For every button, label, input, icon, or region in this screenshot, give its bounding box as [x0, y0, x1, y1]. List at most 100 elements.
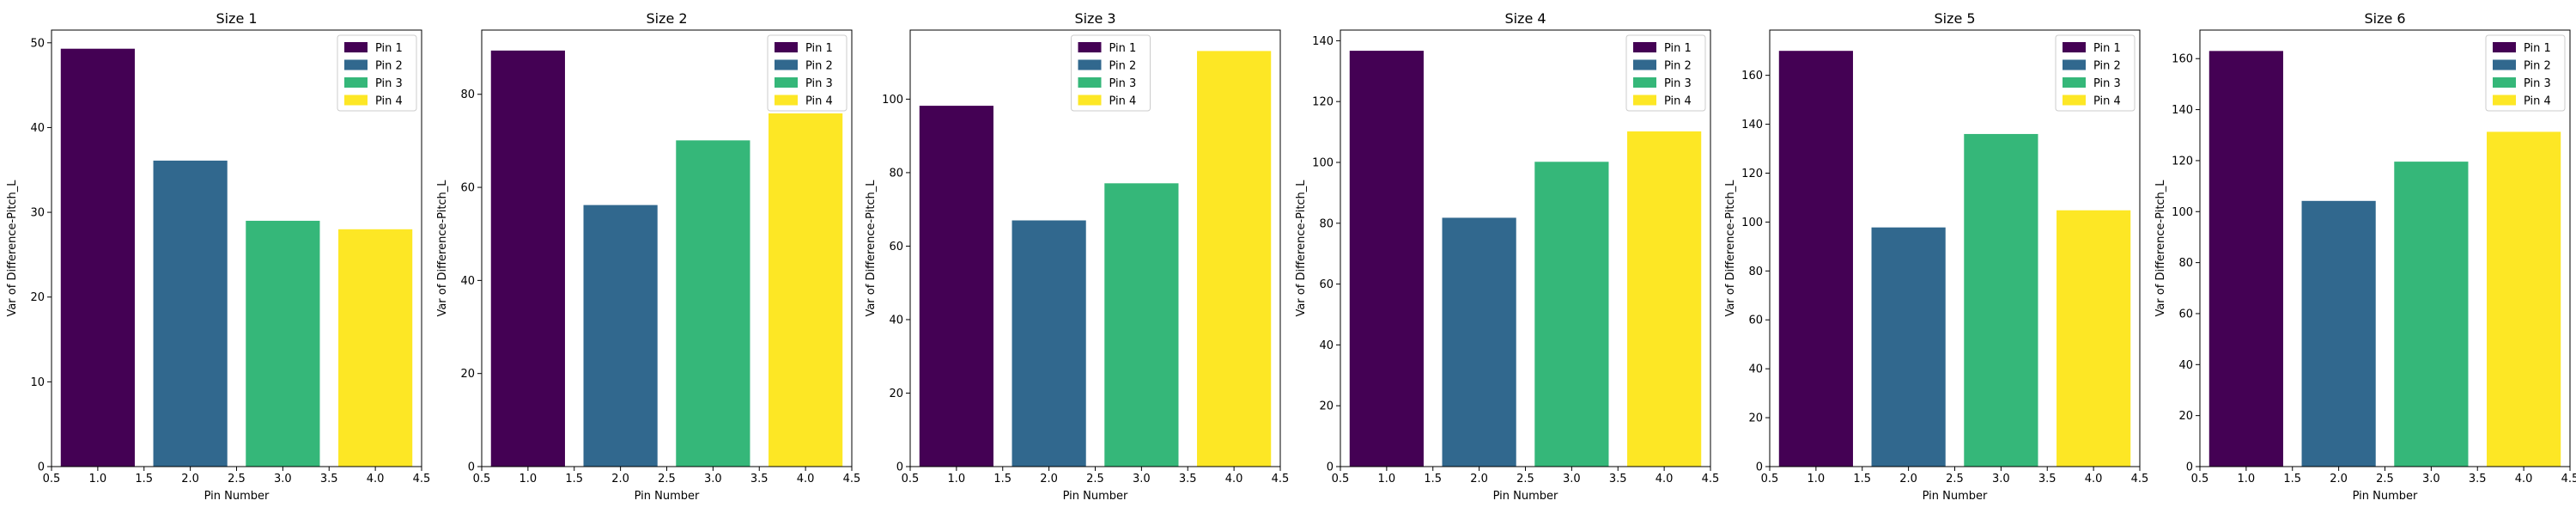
x-tick-label: 4.0 — [1225, 473, 1243, 485]
y-axis-label: Var of Difference-Pitch_L — [6, 180, 19, 317]
y-tick-label: 120 — [1312, 96, 1334, 109]
legend-swatch — [1633, 59, 1656, 70]
x-tick-label: 4.0 — [367, 473, 385, 485]
y-tick-label: 40 — [30, 122, 45, 135]
legend-swatch — [2493, 77, 2516, 88]
x-tick-label: 3.0 — [1992, 473, 2010, 485]
legend-label: Pin 3 — [2524, 77, 2551, 90]
x-tick-label: 3.5 — [2038, 473, 2057, 485]
legend-swatch — [344, 59, 368, 70]
x-tick-label: 2.5 — [1946, 473, 1964, 485]
subplot-title: Size 3 — [1074, 10, 1115, 27]
bar-pin-1 — [919, 106, 993, 467]
y-tick-label: 60 — [460, 182, 475, 195]
legend: Pin 1 Pin 2 Pin 3 Pin 4 — [2485, 34, 2566, 112]
legend-label: Pin 2 — [2093, 60, 2121, 73]
y-tick-label: 50 — [30, 37, 45, 50]
legend-label: Pin 4 — [2524, 95, 2551, 108]
x-tick-label: 2.5 — [228, 473, 246, 485]
bar-pin-4 — [1197, 51, 1272, 467]
y-tick-label: 100 — [2172, 206, 2193, 219]
subplot-title: Size 6 — [2364, 10, 2405, 27]
y-tick-label: 20 — [2178, 410, 2193, 423]
legend-swatch — [1633, 42, 1656, 52]
legend-label: Pin 2 — [805, 60, 833, 73]
y-tick-label: 0 — [896, 461, 903, 474]
legend-label: Pin 3 — [375, 77, 403, 90]
y-axis-label: Var of Difference-Pitch_L — [1724, 180, 1737, 317]
x-tick-label: 2.0 — [1470, 473, 1488, 485]
x-tick-label: 3.5 — [1179, 473, 1197, 485]
x-tick-label: 2.5 — [1516, 473, 1534, 485]
x-tick-label: 2.5 — [1086, 473, 1104, 485]
bar-pin-1 — [60, 48, 135, 467]
legend-swatch — [2493, 42, 2516, 52]
y-tick-label: 20 — [1748, 412, 1763, 425]
legend-label: Pin 1 — [2093, 42, 2121, 55]
x-tick-label: 1.5 — [135, 473, 153, 485]
y-tick-label: 40 — [460, 275, 475, 288]
legend-label: Pin 4 — [375, 95, 403, 108]
x-tick-label: 2.0 — [1899, 473, 1917, 485]
x-tick-label: 1.5 — [565, 473, 583, 485]
y-tick-label: 60 — [889, 241, 903, 253]
legend-label: Pin 3 — [805, 77, 833, 90]
x-tick-label: 0.5 — [1761, 473, 1779, 485]
subplot-6: 0.5 1.0 1.5 2.0 2.5 3.0 3.5 4.0 4.5 0 20 40 60 80 100 1… — [2154, 10, 2576, 503]
y-tick-label: 140 — [1741, 119, 1763, 131]
x-tick-label: 1.0 — [1378, 473, 1396, 485]
y-tick-label: 100 — [1741, 217, 1763, 229]
x-tick-label: 4.0 — [797, 473, 815, 485]
y-tick-label: 20 — [1319, 400, 1334, 413]
x-tick-label: 4.5 — [413, 473, 431, 485]
legend-swatch — [2493, 59, 2516, 70]
legend-label: Pin 4 — [805, 95, 833, 108]
y-tick-label: 30 — [30, 207, 45, 220]
x-tick-label: 0.5 — [43, 473, 61, 485]
y-tick-label: 40 — [1319, 339, 1334, 352]
legend: Pin 1 Pin 2 Pin 3 Pin 4 — [1071, 34, 1151, 112]
bar-pin-2 — [1442, 217, 1516, 467]
x-axis-label: Pin Number — [635, 490, 700, 503]
y-tick-label: 80 — [1748, 266, 1763, 278]
legend-label: Pin 3 — [2093, 77, 2121, 90]
x-tick-label: 0.5 — [473, 473, 491, 485]
legend-swatch — [1078, 77, 1102, 88]
x-tick-label: 1.0 — [2238, 473, 2256, 485]
bar-pin-1 — [490, 50, 565, 467]
subplot-title: Size 2 — [646, 10, 687, 27]
legend-swatch — [1633, 95, 1656, 106]
legend-swatch — [344, 95, 368, 106]
x-tick-label: 4.5 — [2561, 473, 2576, 485]
y-tick-label: 100 — [882, 94, 903, 107]
y-tick-label: 80 — [1319, 217, 1334, 230]
legend-frame — [1625, 34, 1706, 112]
subplot-title: Size 4 — [1504, 10, 1546, 27]
x-tick-label: 3.0 — [1563, 473, 1581, 485]
x-tick-label: 1.5 — [2283, 473, 2301, 485]
legend-label: Pin 1 — [2524, 42, 2551, 55]
x-axis-label: Pin Number — [1923, 490, 1988, 503]
legend: Pin 1 Pin 2 Pin 3 Pin 4 — [1625, 34, 1706, 112]
x-tick-label: 2.0 — [181, 473, 199, 485]
x-axis-label: Pin Number — [204, 490, 270, 503]
bar-pin-2 — [1012, 220, 1086, 467]
legend-label: Pin 1 — [375, 42, 403, 55]
x-tick-label: 4.0 — [2515, 473, 2533, 485]
y-tick-label: 60 — [2178, 308, 2193, 321]
legend-label: Pin 4 — [2093, 95, 2121, 108]
x-tick-label: 1.5 — [1424, 473, 1442, 485]
x-tick-label: 3.5 — [2469, 473, 2487, 485]
y-tick-label: 20 — [460, 368, 475, 381]
y-tick-label: 140 — [1312, 35, 1334, 48]
y-tick-label: 80 — [889, 167, 903, 180]
legend-label: Pin 3 — [1664, 77, 1692, 90]
x-tick-label: 4.5 — [1702, 473, 1720, 485]
legend-frame — [2485, 34, 2566, 112]
bar-pin-4 — [1627, 131, 1702, 467]
legend-label: Pin 4 — [1109, 95, 1137, 108]
y-tick-label: 0 — [468, 461, 475, 474]
y-axis-label: Var of Difference-Pitch_L — [2154, 180, 2167, 317]
legend-label: Pin 2 — [2524, 60, 2551, 73]
